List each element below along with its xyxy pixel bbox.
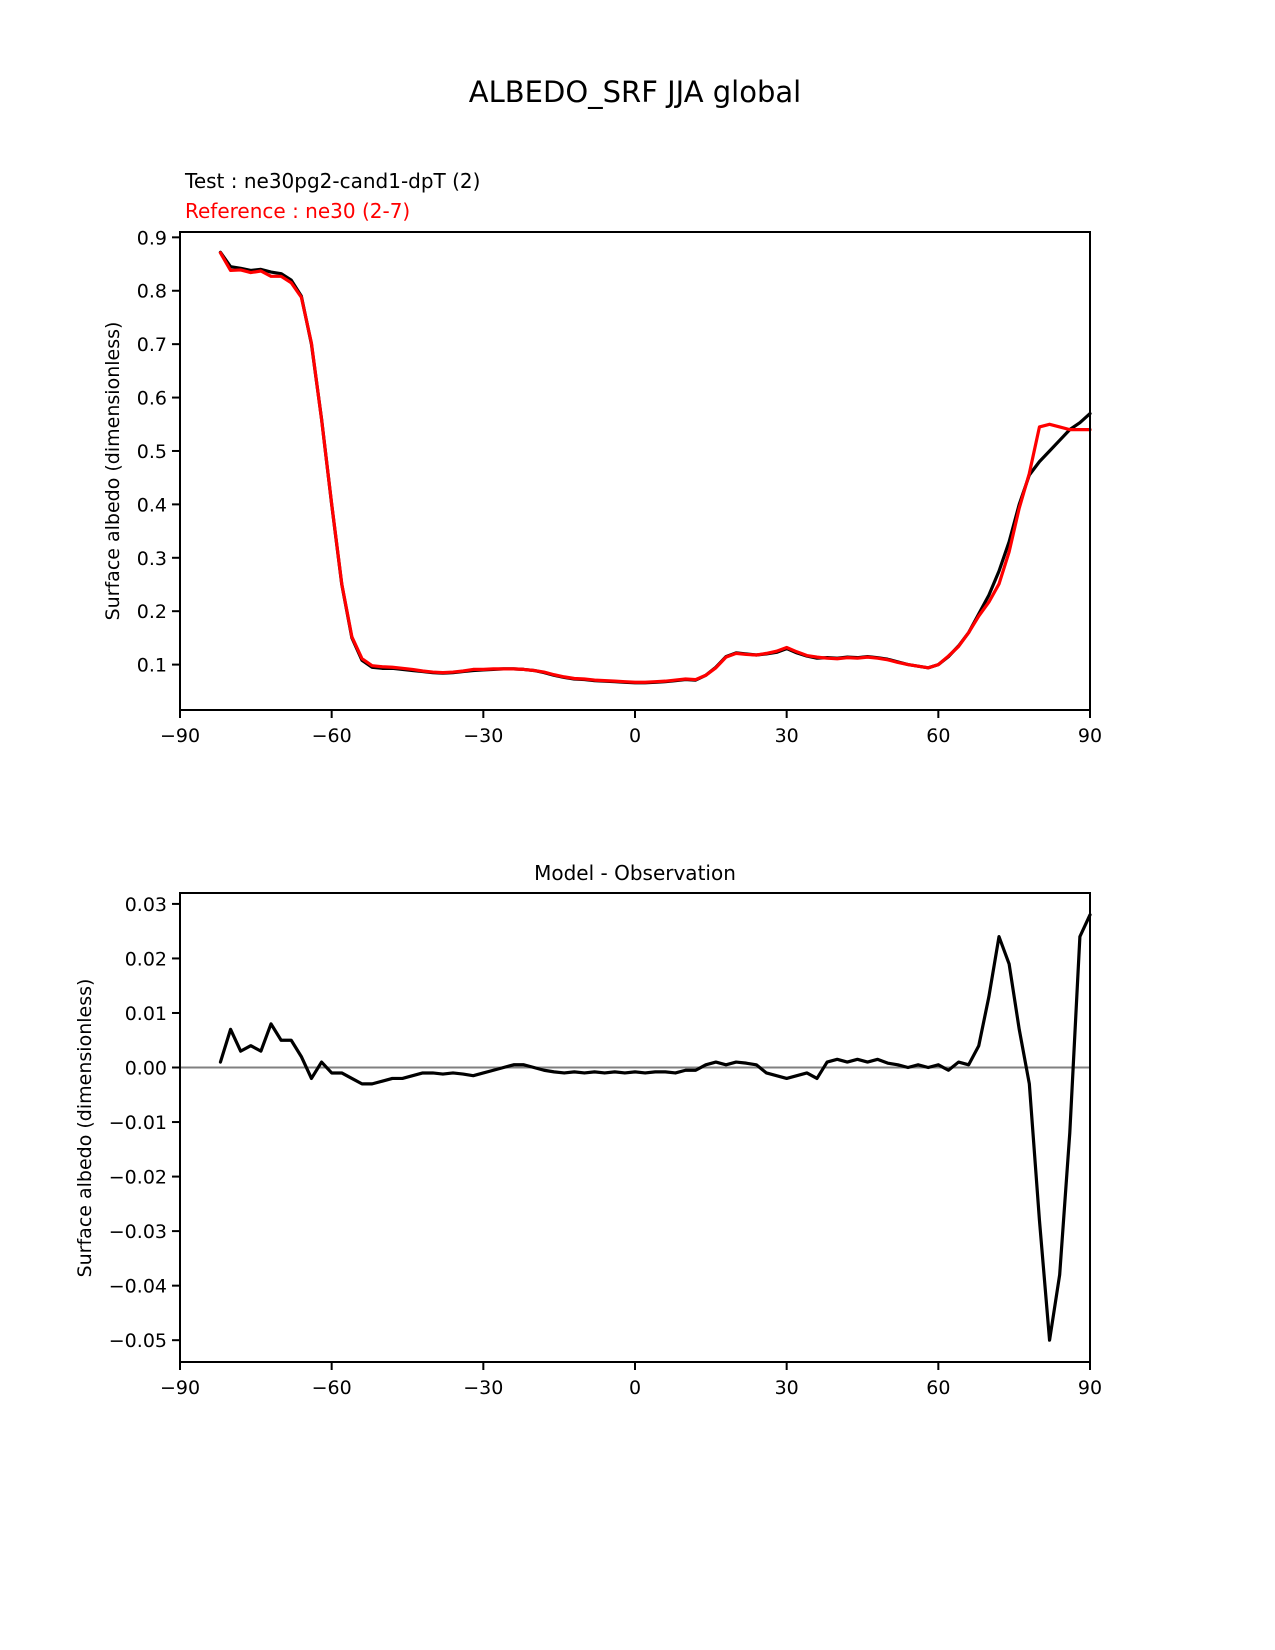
y-tick-label: 0.00 <box>125 1058 167 1080</box>
y-tick-label: 0.3 <box>137 548 167 570</box>
x-tick-label: 30 <box>775 725 799 747</box>
plot-border <box>179 892 1091 1363</box>
series-line-1 <box>218 251 1092 684</box>
legend-test-label: Test : ne30pg2-cand1-dpT (2) <box>185 169 481 193</box>
y-tick-label: 0.8 <box>137 281 167 303</box>
y-tick-label: −0.01 <box>109 1112 167 1134</box>
y-tick-label: −0.04 <box>109 1276 167 1298</box>
x-tick-label: −30 <box>463 725 503 747</box>
x-tick-label: −90 <box>160 725 200 747</box>
x-tick-label: 60 <box>926 725 950 747</box>
x-tick-label: 90 <box>1078 725 1102 747</box>
y-tick-label: 0.02 <box>125 948 167 970</box>
y-tick-label: −0.02 <box>109 1167 167 1189</box>
x-tick-label: −30 <box>463 1377 503 1399</box>
y-tick-label: 0.01 <box>125 1003 167 1025</box>
x-tick-label: −90 <box>160 1377 200 1399</box>
top-chart: −90 −60 −30 0 30 60 90 0.1 0.2 0.3 0.4 0.5 0.6 0.7 0.8… <box>137 227 1102 747</box>
x-tick-label: −60 <box>312 725 352 747</box>
y-tick-label: −0.03 <box>109 1221 167 1243</box>
y-tick-label: 0.2 <box>137 601 167 623</box>
x-tick-label: 0 <box>629 725 641 747</box>
x-tick-label: −60 <box>312 1377 352 1399</box>
y-tick-label: 0.1 <box>137 655 167 677</box>
y-tick-label: 0.5 <box>137 441 167 463</box>
y-tick-label: 0.7 <box>137 334 167 356</box>
legend-reference-label: Reference : ne30 (2-7) <box>185 199 411 223</box>
x-tick-label: 60 <box>926 1377 950 1399</box>
y-tick-label: −0.05 <box>109 1330 167 1352</box>
y-tick-label: 0.9 <box>137 227 167 249</box>
y-tick-label: 0.03 <box>125 894 167 916</box>
figure-title: ALBEDO_SRF JJA global <box>468 75 802 109</box>
plot-border <box>179 231 1091 711</box>
series-line-0 <box>218 250 1092 685</box>
x-tick-label: 0 <box>629 1377 641 1399</box>
series-line-0 <box>218 913 1092 1342</box>
x-tick-label: 30 <box>775 1377 799 1399</box>
y-tick-label: 0.6 <box>137 388 167 410</box>
bottom-chart-title: Model - Observation <box>534 861 736 885</box>
y-tick-label: 0.4 <box>137 494 167 516</box>
x-tick-label: 90 <box>1078 1377 1102 1399</box>
bottom-chart: −90 −60 −30 0 30 60 90 −0.05 −0.04 −0.03 −0.02 −0.0… <box>109 892 1102 1399</box>
